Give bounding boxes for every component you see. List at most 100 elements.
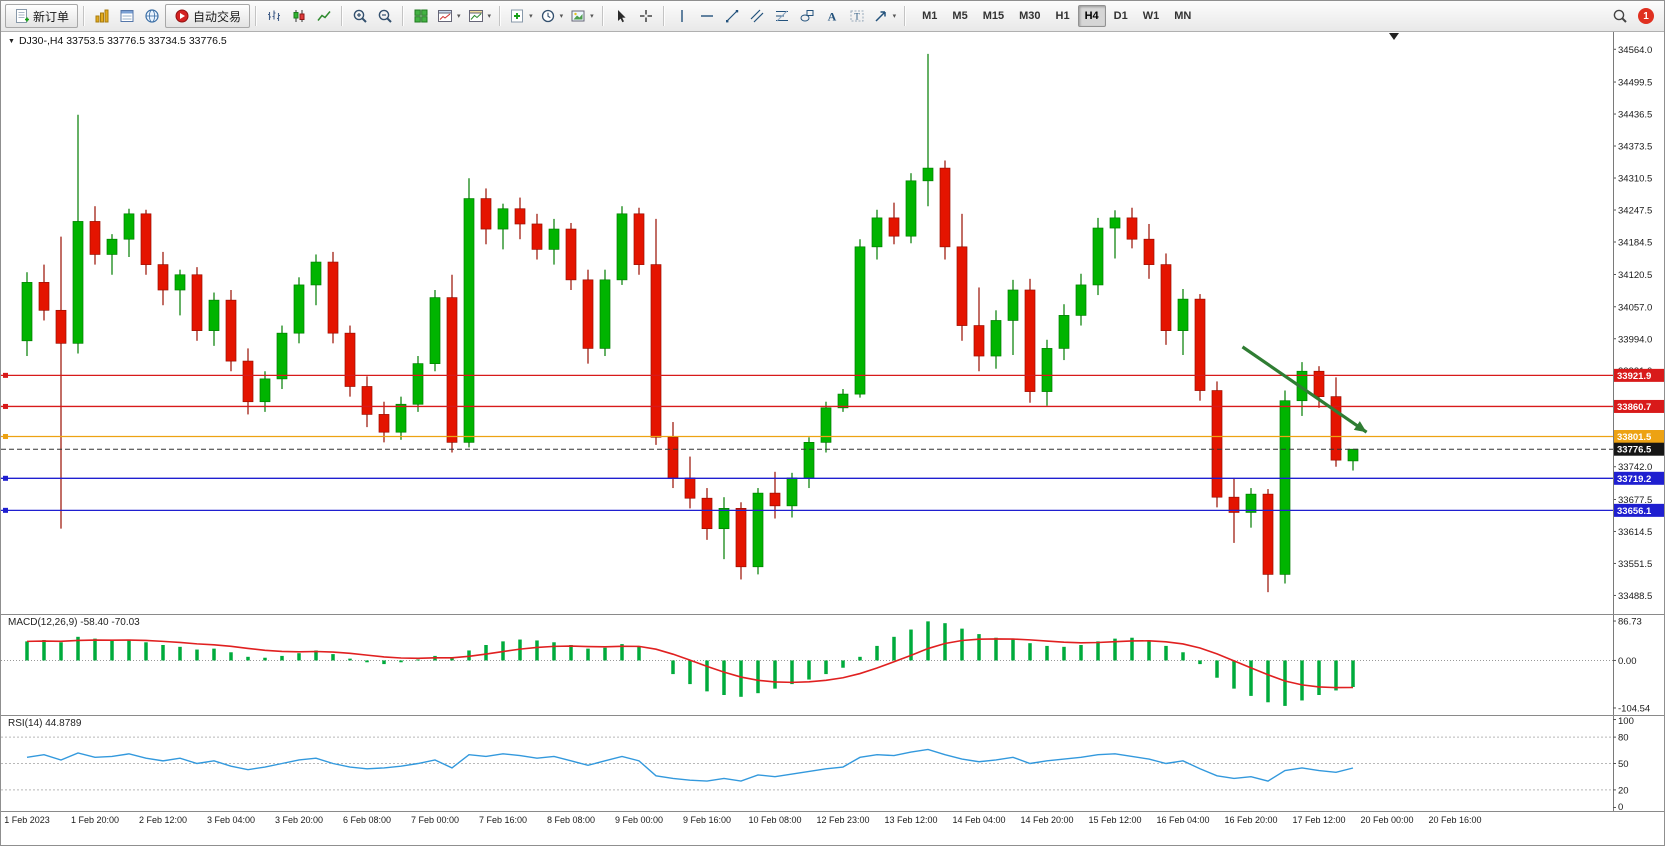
svg-text:33921.9: 33921.9	[1617, 371, 1651, 382]
profiles-button[interactable]: ▾	[465, 4, 495, 28]
time-label: 14 Feb 04:00	[952, 815, 1006, 825]
time-label: 17 Feb 12:00	[1292, 815, 1346, 825]
trendline-tool-button[interactable]	[720, 4, 744, 28]
crosshair-button[interactable]	[634, 4, 658, 28]
label-tool-button[interactable]: T	[845, 4, 869, 28]
chart-bars-button[interactable]	[262, 4, 286, 28]
timeframe-button-h4[interactable]: H4	[1077, 5, 1106, 27]
chart-line-button[interactable]	[312, 4, 336, 28]
profiles-icon	[468, 10, 483, 22]
tile-windows-button[interactable]	[409, 4, 433, 28]
line-handle[interactable]	[3, 372, 8, 378]
timeframe-button-m30[interactable]: M30	[1012, 5, 1047, 27]
navigator-button[interactable]	[140, 4, 164, 28]
data-window-button[interactable]	[115, 4, 139, 28]
cursor-button[interactable]	[609, 4, 633, 28]
time-label: 10 Feb 08:00	[748, 815, 802, 825]
timeframe-button-m5[interactable]: M5	[945, 5, 974, 27]
new-order-button[interactable]: 新订单	[5, 4, 79, 28]
candle-body	[973, 325, 985, 357]
trend-arrow[interactable]	[1241, 345, 1368, 434]
price-chart-canvas[interactable]: 34564.0 34499.5 34436.5 34373.5 34310.5 34247…	[1, 31, 1665, 614]
search-button[interactable]	[1608, 4, 1632, 28]
candle-body	[72, 221, 84, 344]
auto-trading-button[interactable]: 自动交易	[165, 4, 251, 28]
candle-body	[1126, 217, 1138, 240]
new-chart-button[interactable]: ▾	[434, 4, 464, 28]
candle-body	[395, 403, 407, 433]
candle-body	[429, 297, 441, 364]
macd-pane[interactable]: 86.73 0.00 -104.54 MACD(12,26,9) -58.40 -7…	[1, 614, 1665, 715]
notification-badge[interactable]: 1	[1638, 8, 1654, 24]
zoom-in-button[interactable]	[348, 4, 372, 28]
candle-body	[548, 228, 560, 250]
candle-body	[123, 213, 135, 240]
macd-histogram	[25, 621, 1355, 706]
time-label: 1 Feb 20:00	[70, 815, 120, 825]
candle-body	[854, 246, 866, 395]
candle-body	[446, 297, 458, 443]
candle-body	[259, 378, 271, 403]
svg-text:33551.5: 33551.5	[1618, 559, 1652, 570]
timeframe-button-m15[interactable]: M15	[976, 5, 1011, 27]
separator	[499, 6, 502, 26]
time-label: 9 Feb 16:00	[682, 815, 732, 825]
svg-text:34247.5: 34247.5	[1618, 206, 1652, 217]
text-tool-button[interactable]: A	[820, 4, 844, 28]
separator	[662, 6, 665, 26]
indicators-button[interactable]: ▾	[506, 4, 536, 28]
candle-body	[1075, 284, 1087, 316]
zoom-out-button[interactable]	[373, 4, 397, 28]
channel-tool-button[interactable]	[745, 4, 769, 28]
shapes-tool-button[interactable]	[795, 4, 819, 28]
candle-body	[769, 492, 781, 507]
time-axis[interactable]: 1 Feb 2023 1 Feb 20:00 2 Feb 12:00 3 Feb 04…	[1, 811, 1664, 835]
macd-label: MACD(12,26,9) -58.40 -70.03	[5, 617, 143, 628]
separator	[402, 6, 405, 26]
chart-candles-button[interactable]	[287, 4, 311, 28]
time-label: 3 Feb 04:00	[206, 815, 256, 825]
fibonacci-tool-button[interactable]	[770, 4, 794, 28]
periods-button[interactable]: ▾	[537, 4, 567, 28]
line-handle[interactable]	[3, 507, 8, 513]
dropdown-caret-icon: ▾	[559, 13, 564, 20]
svg-text:34499.5: 34499.5	[1618, 78, 1652, 89]
candle-body	[157, 264, 169, 291]
line-handle[interactable]	[3, 475, 8, 481]
line-handle[interactable]	[3, 434, 8, 440]
candle-body	[361, 386, 373, 415]
rsi-pane[interactable]: 100 80 50 20 0 RSI(14) 44.8789	[1, 715, 1665, 811]
timeframe-button-d1[interactable]: D1	[1107, 5, 1135, 27]
time-label: 20 Feb 00:00	[1360, 815, 1414, 825]
line-handle[interactable]	[3, 403, 8, 409]
candle-body	[21, 282, 33, 342]
label-icon: T	[850, 10, 864, 22]
timeframe-button-h1[interactable]: H1	[1049, 5, 1077, 27]
candle-body	[803, 442, 815, 479]
price-pane[interactable]: 34564.0 34499.5 34436.5 34373.5 34310.5 34247…	[1, 31, 1665, 614]
timeframe-button-w1[interactable]: W1	[1136, 5, 1167, 27]
svg-text:33488.5: 33488.5	[1618, 591, 1652, 602]
templates-button[interactable]: ▾	[567, 4, 597, 28]
candle-body	[1092, 227, 1104, 286]
timeframe-button-m1[interactable]: M1	[915, 5, 944, 27]
candle-body	[1109, 217, 1121, 229]
candle-body	[752, 492, 764, 568]
candle-body	[1024, 289, 1036, 392]
candle-body	[718, 508, 730, 530]
auto-trading-icon	[175, 9, 189, 23]
time-label: 6 Feb 08:00	[342, 815, 392, 825]
vline-tool-button[interactable]	[670, 4, 694, 28]
arrows-tool-button[interactable]: ▾	[870, 4, 900, 28]
timeframe-button-mn[interactable]: MN	[1167, 5, 1198, 27]
data-window-icon	[120, 10, 134, 22]
price-badge	[1614, 430, 1664, 444]
market-watch-button[interactable]	[90, 4, 114, 28]
zoom-in-icon	[353, 9, 367, 23]
macd-chart-canvas[interactable]: 86.73 0.00 -104.54	[1, 615, 1665, 715]
svg-text:33742.0: 33742.0	[1618, 462, 1652, 473]
svg-text:34436.5: 34436.5	[1618, 110, 1652, 121]
rsi-chart-canvas[interactable]: 100 80 50 20 0	[1, 716, 1665, 811]
candle-body	[140, 213, 152, 265]
hline-tool-button[interactable]	[695, 4, 719, 28]
